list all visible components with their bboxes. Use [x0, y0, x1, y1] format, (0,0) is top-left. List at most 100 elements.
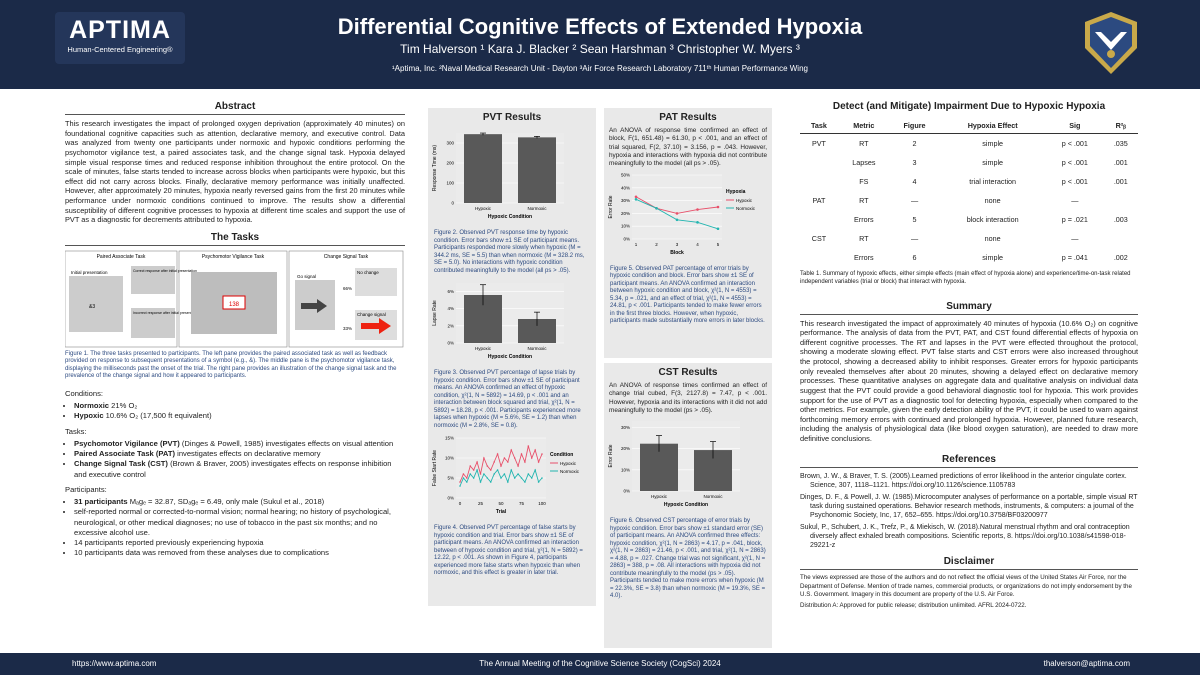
table-row: PVT RT 2 simple p < .001 .035 — [800, 134, 1138, 154]
data-point — [634, 195, 638, 198]
data-point — [507, 461, 509, 463]
table-cell — [1104, 191, 1138, 210]
data-point — [716, 227, 720, 230]
cst-change-label: Change signal — [357, 312, 386, 317]
table-cell: simple — [982, 253, 1004, 262]
cst-change-pct: 33% — [343, 326, 352, 331]
disclaimer-text: The views expressed are those of the aut… — [800, 574, 1132, 598]
figure2-chart: Response Time (ms) Hypoxic Condition 0 100 2… — [432, 132, 564, 220]
poster-footer: https://www.aptima.com The Annual Meetin… — [0, 653, 1200, 675]
data-point — [510, 449, 513, 451]
tasks-heading: The Tasks — [65, 232, 405, 246]
y-tick-label: 10% — [445, 456, 454, 461]
participant-item: self-reported normal or corrected-to-nor… — [74, 507, 405, 538]
x-tick-label: Hypoxic — [475, 206, 492, 211]
data-point — [483, 473, 485, 475]
legend-title: Hypoxia — [726, 189, 746, 195]
table-cell: p < .001 — [1061, 139, 1088, 148]
table-cell: — — [1071, 196, 1079, 205]
participants-label: Participants: — [65, 484, 107, 494]
table-cell — [800, 153, 838, 172]
data-point — [459, 485, 461, 487]
table-row: Errors 5 block interaction p = .021 .003 — [800, 210, 1138, 229]
x-axis-label: Hypoxic Condition — [488, 354, 532, 360]
x-axis-label: Hypoxic Condition — [488, 214, 532, 220]
poster-title: Differential Cognitive Effects of Extend… — [337, 14, 863, 39]
table-cell: 2 — [912, 139, 917, 148]
x-axis-label: Trial — [496, 509, 507, 515]
data-point — [496, 453, 499, 455]
x-tick-label: 25 — [478, 501, 484, 506]
data-point — [520, 477, 523, 479]
table-cell: .035 — [1113, 139, 1128, 148]
data-point — [493, 473, 495, 475]
condition-item: Normoxic 21% O₂ — [74, 401, 405, 411]
reference-item: Sukul, P., Schubert, J. K., Trefz, P., &… — [800, 524, 1130, 550]
data-point — [513, 477, 516, 479]
table-cell — [1104, 229, 1138, 248]
footer-website-link[interactable]: https://www.aptima.com — [72, 659, 157, 668]
table-cell: 6 — [912, 253, 917, 262]
y-tick-label: 15% — [445, 436, 454, 441]
data-point — [469, 473, 472, 475]
y-tick-label: 0% — [447, 496, 454, 501]
table-header-cell: Task — [800, 118, 838, 134]
table-row: CST RT — none — — [800, 229, 1138, 248]
footer-conference: The Annual Meeting of the Cognitive Scie… — [479, 659, 721, 668]
data-point — [489, 481, 492, 483]
cst-go-label: Go signal — [297, 274, 316, 279]
y-tick-label: 6% — [447, 289, 454, 294]
table-cell: RT — [859, 234, 869, 243]
task-item: Psychomotor Vigilance (PVT) (Dinges & Po… — [74, 439, 405, 449]
x-tick-label: Normoxic — [703, 494, 723, 499]
y-tick-label: 0% — [623, 489, 630, 494]
table-row: Lapses 3 simple p < .001 .001 — [800, 153, 1138, 172]
data-point — [466, 481, 468, 483]
y-tick-label: 20% — [621, 446, 630, 451]
footer-email-link[interactable]: thalverson@aptima.com — [1043, 659, 1130, 668]
participant-item: 14 participants reported previously expe… — [74, 538, 405, 548]
affiliation-list: ¹Aptima, Inc. ²Naval Medical Research Un… — [392, 64, 808, 73]
chart-bar — [464, 134, 502, 203]
participant-item: 10 participants data was removed from th… — [74, 548, 405, 558]
y-tick-label: 4% — [447, 306, 454, 311]
y-tick-label: 0% — [447, 341, 454, 346]
table-cell — [800, 172, 838, 191]
data-point — [479, 473, 482, 475]
y-tick-label: 200 — [446, 161, 454, 166]
pvt-counter: 138 — [229, 302, 240, 308]
participants-list: 31 participants Mₐgₑ = 32.87, SDₐgₑ = 6.… — [65, 497, 405, 559]
condition-item: Hypoxic 10.6% O₂ (17,500 ft equivalent) — [74, 411, 405, 421]
y-axis-label: Error Rate — [608, 445, 614, 468]
figure6-caption: Figure 6. Observed CST percentage of err… — [610, 518, 766, 600]
data-point — [530, 477, 533, 479]
summary-text: This research investigated the impact of… — [800, 318, 1138, 444]
data-point — [527, 473, 530, 475]
figure1-caption: Figure 1. The three tasks presented to p… — [65, 350, 397, 380]
y-axis-label: False Start Rate — [432, 450, 438, 486]
references-heading: References — [800, 454, 1138, 468]
data-point — [716, 205, 720, 208]
table-cell: p = .021 — [1061, 215, 1088, 224]
data-point — [534, 449, 536, 451]
cst-results-panel: CST Results An ANOVA of response times c… — [604, 363, 772, 648]
x-tick-label: 50 — [498, 501, 504, 506]
data-point — [541, 453, 543, 455]
y-tick-label: 50% — [621, 172, 630, 177]
references-list: Brown, J. W., & Braver, T. S. (2005).Lea… — [800, 472, 1138, 551]
participant-item: 31 participants Mₐgₑ = 32.87, SDₐgₑ = 6.… — [74, 497, 405, 507]
legend-label: Normoxic — [736, 206, 756, 211]
conditions-list: Normoxic 21% O₂Hypoxic 10.6% O₂ (17,500 … — [65, 401, 405, 422]
x-tick-label: 0 — [459, 501, 462, 506]
data-point — [493, 461, 495, 463]
table-cell: — — [1071, 234, 1079, 243]
y-tick-label: 0 — [451, 201, 454, 206]
table-cell: none — [984, 234, 1001, 243]
author-list: Tim Halverson ¹ Kara J. Blacker ² Sean H… — [400, 42, 800, 56]
table-cell — [800, 248, 838, 267]
reference-item: Brown, J. W., & Braver, T. S. (2005).Lea… — [800, 472, 1127, 489]
data-point — [537, 461, 540, 463]
data-point — [524, 481, 526, 483]
cst-results-heading: CST Results — [658, 367, 718, 378]
x-tick-label: 2 — [655, 242, 658, 247]
